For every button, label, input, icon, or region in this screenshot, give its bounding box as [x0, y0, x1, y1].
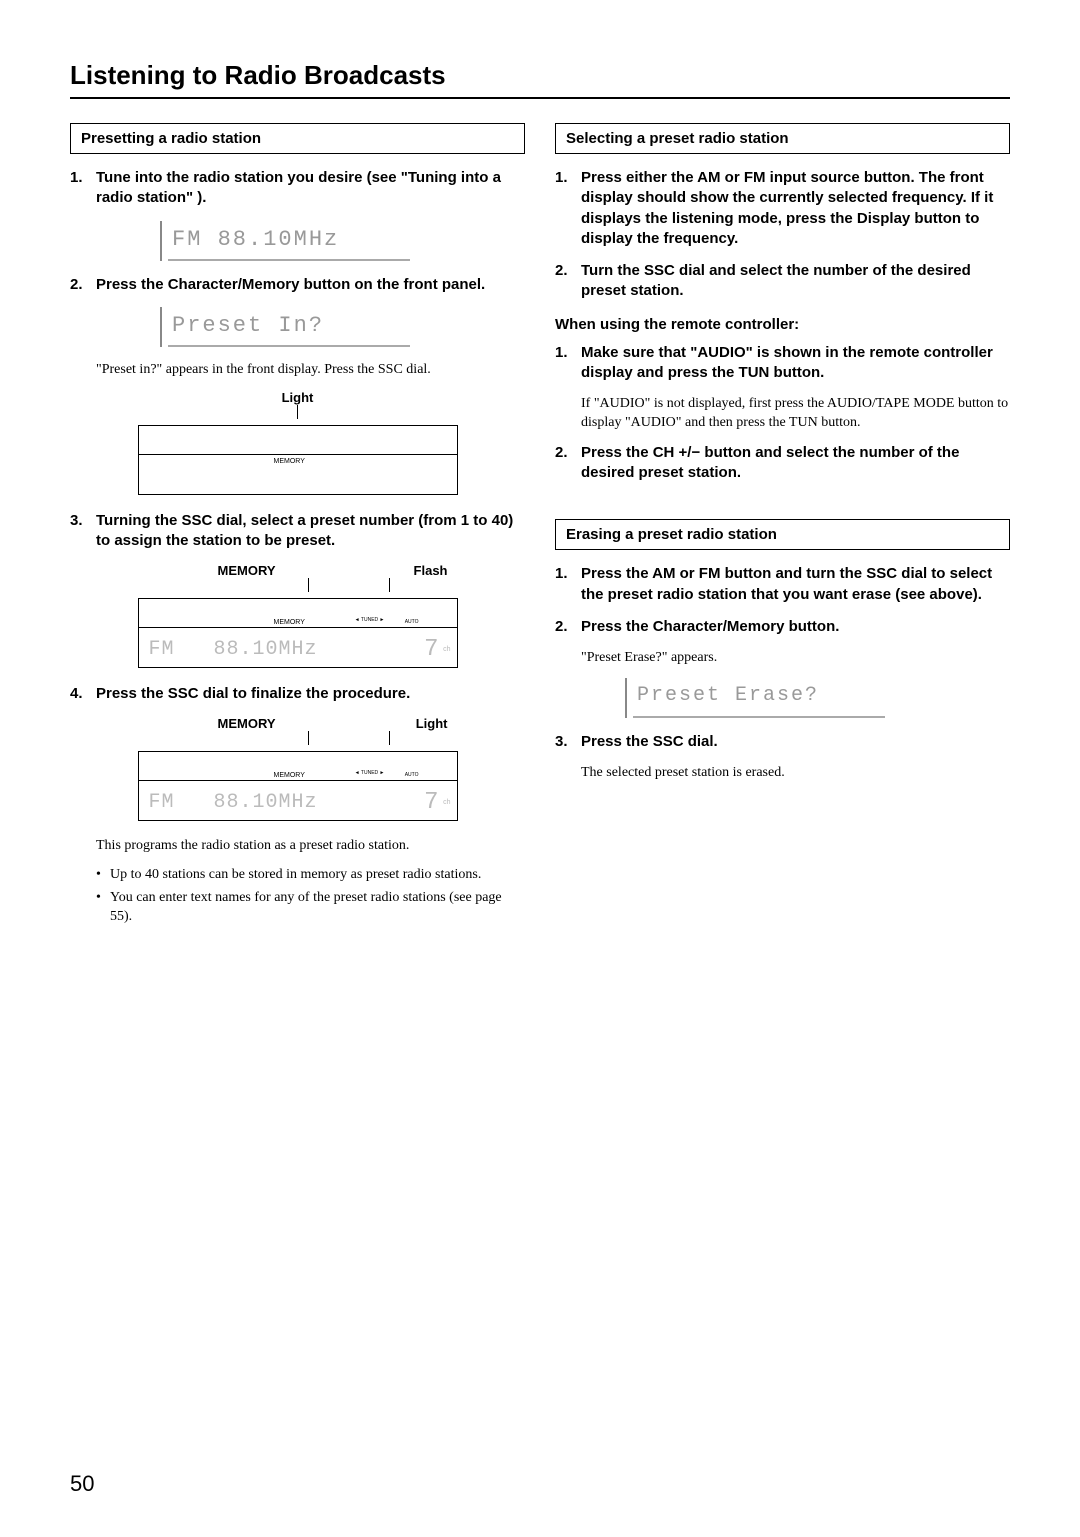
- step-text: Press the CH +/− button and select the n…: [581, 443, 1010, 484]
- erase-note-3: The selected preset station is erased.: [555, 764, 1010, 783]
- select-step-1: 1. Press either the AM or FM input sourc…: [555, 168, 1010, 249]
- front-display-final: ◄ TUNED ► MEMORY AUTO FM 88.10MHz 7 ch: [138, 751, 458, 821]
- memory-indicator: MEMORY: [274, 619, 305, 626]
- list-item: You can enter text names for any of the …: [96, 889, 525, 927]
- step-number: 1.: [70, 168, 96, 209]
- memory-indicator: MEMORY: [274, 458, 305, 465]
- step-number: 1.: [555, 168, 581, 249]
- step-text: Press either the AM or FM input source b…: [581, 168, 1010, 249]
- annot-light-2: Light: [416, 716, 448, 731]
- front-display-light: MEMORY: [138, 425, 458, 495]
- display-band-freq: FM 88.10MHz: [149, 791, 318, 814]
- lcd-text: Preset Erase?: [625, 678, 885, 707]
- lcd-display-erase: Preset Erase?: [625, 678, 885, 718]
- erase-step-3: 3. Press the SSC dial.: [555, 732, 1010, 752]
- lcd-display-preset-in: Preset In?: [160, 307, 410, 347]
- step-text: Make sure that "AUDIO" is shown in the r…: [581, 343, 1010, 384]
- section-erasing: Erasing a preset radio station: [555, 519, 1010, 550]
- erase-step-1: 1. Press the AM or FM button and turn th…: [555, 564, 1010, 605]
- step-text: Turning the SSC dial, select a preset nu…: [96, 511, 525, 552]
- lcd-display-fm: FM 88.10MHz: [160, 221, 410, 261]
- annot-memory: MEMORY: [218, 716, 276, 731]
- memory-indicator: MEMORY: [274, 772, 305, 779]
- front-display-flash: ◄ TUNED ► MEMORY AUTO FM 88.10MHz 7 ch: [138, 598, 458, 668]
- step-text: Press the AM or FM button and turn the S…: [581, 564, 1010, 605]
- display-band-freq: FM 88.10MHz: [149, 638, 318, 661]
- page-title: Listening to Radio Broadcasts: [70, 60, 1010, 99]
- remote-note-1: If "AUDIO" is not displayed, first press…: [555, 395, 1010, 433]
- step-number: 2.: [555, 443, 581, 484]
- notes-list: Up to 40 stations can be stored in memor…: [70, 866, 525, 927]
- remote-step-1: 1. Make sure that "AUDIO" is shown in th…: [555, 343, 1010, 384]
- preset-note: "Preset in?" appears in the front displa…: [70, 361, 525, 380]
- auto-indicator: AUTO: [405, 619, 419, 625]
- step-number: 3.: [555, 732, 581, 752]
- display-ch-label: ch: [443, 646, 450, 653]
- step-number: 1.: [555, 343, 581, 384]
- step-number: 4.: [70, 684, 96, 704]
- step-number: 3.: [70, 511, 96, 552]
- list-item: Up to 40 stations can be stored in memor…: [96, 866, 525, 885]
- left-column: Presetting a radio station 1. Tune into …: [70, 123, 525, 931]
- lcd-text: FM 88.10MHz: [160, 221, 410, 252]
- step-text: Press the SSC dial.: [581, 732, 1010, 752]
- remote-step-2: 2. Press the CH +/− button and select th…: [555, 443, 1010, 484]
- page-number: 50: [70, 1471, 1010, 1497]
- plus-minus-icon: +/−: [679, 444, 701, 461]
- step-number: 2.: [555, 261, 581, 302]
- closing-text: This programs the radio station as a pre…: [70, 837, 525, 856]
- step-4: 4. Press the SSC dial to finalize the pr…: [70, 684, 525, 704]
- step-number: 2.: [70, 275, 96, 295]
- step-text: Turn the SSC dial and select the number …: [581, 261, 1010, 302]
- right-column: Selecting a preset radio station 1. Pres…: [555, 123, 1010, 931]
- step-text: Press the SSC dial to finalize the proce…: [96, 684, 525, 704]
- display-preset-num: 7: [424, 789, 438, 816]
- auto-indicator: AUTO: [405, 772, 419, 778]
- erase-step-2: 2. Press the Character/Memory button.: [555, 617, 1010, 637]
- display-preset-num: 7: [424, 636, 438, 663]
- step-1: 1. Tune into the radio station you desir…: [70, 168, 525, 209]
- annot-memory: MEMORY: [218, 563, 276, 578]
- select-step-2: 2. Turn the SSC dial and select the numb…: [555, 261, 1010, 302]
- tuned-indicator: ◄ TUNED ►: [355, 617, 385, 623]
- display-ch-label: ch: [443, 799, 450, 806]
- step-number: 1.: [555, 564, 581, 605]
- step-text: Press the Character/Memory button.: [581, 617, 1010, 637]
- step-text: Tune into the radio station you desire (…: [96, 168, 525, 209]
- step-text: Press the Character/Memory button on the…: [96, 275, 525, 295]
- section-presetting: Presetting a radio station: [70, 123, 525, 154]
- step-2: 2. Press the Character/Memory button on …: [70, 275, 525, 295]
- step-number: 2.: [555, 617, 581, 637]
- annot-flash: Flash: [414, 563, 448, 578]
- erase-note-2: "Preset Erase?" appears.: [555, 649, 1010, 668]
- tuned-indicator: ◄ TUNED ►: [355, 770, 385, 776]
- annot-light: Light: [138, 390, 458, 405]
- remote-heading: When using the remote controller:: [555, 316, 1010, 333]
- section-selecting: Selecting a preset radio station: [555, 123, 1010, 154]
- lcd-text: Preset In?: [160, 307, 410, 338]
- step-3: 3. Turning the SSC dial, select a preset…: [70, 511, 525, 552]
